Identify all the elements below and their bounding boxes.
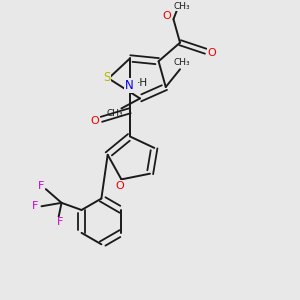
Text: F: F: [38, 181, 44, 191]
Text: CH₃: CH₃: [107, 109, 123, 118]
Text: S: S: [103, 71, 110, 84]
Text: CH₃: CH₃: [174, 2, 190, 11]
Text: O: O: [91, 116, 100, 126]
Text: ·H: ·H: [136, 78, 148, 88]
Text: CH₃: CH₃: [173, 58, 190, 68]
Text: N: N: [125, 79, 134, 92]
Text: O: O: [116, 181, 124, 191]
Text: O: O: [208, 48, 216, 58]
Text: F: F: [32, 201, 38, 211]
Text: O: O: [162, 11, 171, 21]
Text: F: F: [57, 217, 63, 227]
